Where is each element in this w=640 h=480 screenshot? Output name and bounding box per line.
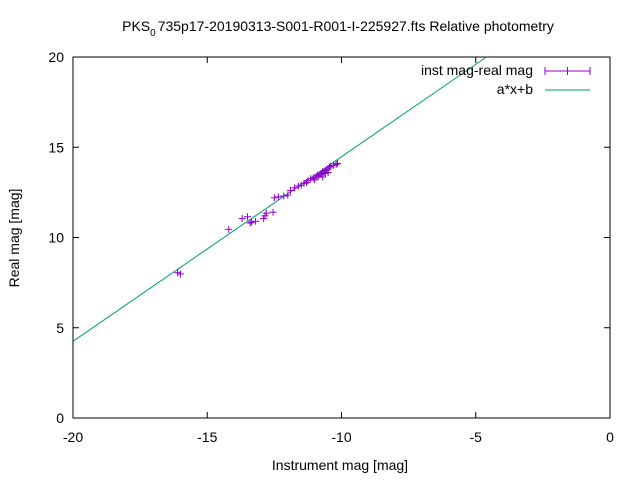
x-tick-label: 0 (606, 429, 614, 445)
chart-title: PKS0 735p17-20190313-S001-R001-I-225927.f… (122, 18, 554, 39)
y-tick-label: 5 (56, 320, 64, 336)
data-point (269, 208, 277, 216)
plot-border (72, 56, 611, 419)
data-point (286, 187, 294, 195)
data-point (284, 191, 292, 199)
data-point (333, 159, 341, 167)
x-tick-label: -5 (470, 429, 483, 445)
data-point (332, 160, 340, 168)
axis-ticks: -20 -15 -10 -5 0 0 5 10 15 20 (48, 49, 614, 445)
data-point (303, 178, 311, 186)
y-tick-label: 20 (48, 49, 64, 65)
legend-label-fit: a*x+b (497, 81, 533, 97)
data-point (238, 215, 246, 223)
legend-label-points: inst mag-real mag (421, 62, 533, 78)
legend: inst mag-real mag a*x+b (421, 62, 591, 97)
data-point (274, 193, 282, 201)
x-axis-label: Instrument mag [mag] (272, 457, 408, 473)
x-tick-label: -15 (197, 429, 217, 445)
y-axis-label: Real mag [mag] (6, 189, 22, 288)
data-point (324, 169, 332, 177)
data-point (246, 219, 254, 227)
data-point (291, 184, 299, 192)
chart-title-suffix: 735p17-20190313-S001-R001-I-225927.fts R… (158, 18, 554, 34)
data-point (252, 217, 260, 225)
data-point (225, 225, 233, 233)
data-point (319, 173, 327, 181)
data-point (325, 163, 333, 171)
data-point (248, 218, 256, 226)
y-tick-label: 10 (48, 230, 64, 246)
x-tick-label: -20 (63, 429, 83, 445)
chart-title-subscript: 0 (150, 28, 156, 39)
data-point (176, 270, 184, 278)
x-tick-label: -10 (331, 429, 351, 445)
fit-line (72, 56, 487, 342)
data-point (315, 172, 323, 180)
y-tick-label: 15 (48, 139, 64, 155)
series-layer (72, 56, 487, 342)
y-tick-label: 0 (56, 410, 64, 426)
plot-area (72, 56, 611, 419)
chart-title-prefix: PKS (122, 18, 150, 34)
data-point (262, 209, 270, 217)
data-point (311, 176, 319, 184)
data-point (244, 213, 252, 221)
data-point (280, 192, 288, 200)
data-point (270, 194, 278, 202)
